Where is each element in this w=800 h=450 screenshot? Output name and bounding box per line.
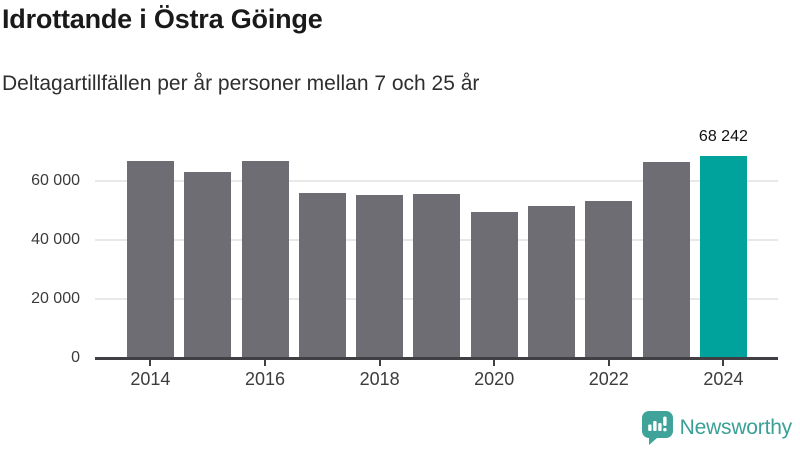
bar-2020: [470, 211, 518, 358]
newsworthy-logo-icon: [641, 411, 673, 445]
y-axis-tick-label: 60 000: [31, 171, 80, 189]
y-gridline: [95, 179, 778, 182]
x-axis-line: [95, 357, 778, 360]
newsworthy-logo-text: Newsworthy: [679, 416, 793, 439]
x-axis-tick-label: 2024: [703, 369, 744, 389]
x-axis-tick-label: 2016: [244, 369, 286, 389]
x-axis-tick-label: 2014: [130, 369, 171, 389]
bar-2022: [585, 200, 633, 358]
bar-2015: [184, 171, 232, 358]
x-axis-tick: [264, 360, 266, 366]
x-axis-tick: [378, 360, 381, 366]
x-axis-tick-label: 2020: [474, 369, 515, 389]
x-axis-tick: [722, 360, 725, 366]
bar-2021: [528, 205, 575, 358]
x-axis-tick: [149, 360, 152, 366]
bar-2017: [298, 193, 346, 358]
bar-2019: [413, 194, 461, 358]
y-axis-tick-label: 40 000: [31, 230, 80, 248]
bar-2014: [126, 160, 174, 358]
y-axis-tick-label: 20 000: [31, 289, 80, 307]
chart-subtitle: Deltagartillfällen per år personer mella…: [2, 72, 480, 95]
bar-2016: [241, 160, 289, 358]
highlight-value-label: 68 242: [698, 128, 748, 146]
x-axis-tick: [607, 360, 610, 366]
bar-2023: [642, 162, 690, 358]
x-axis-tick-label: 2018: [359, 369, 400, 389]
y-axis-tick-label: 0: [71, 349, 80, 366]
newsworthy-logo: Newsworthy: [641, 411, 793, 445]
bar-2018: [356, 195, 404, 358]
chart-title: Idrottande i Östra Göinge: [2, 4, 323, 34]
x-axis-tick-label: 2022: [588, 369, 629, 389]
x-axis-tick: [493, 360, 496, 366]
bar-2024: [699, 156, 747, 358]
